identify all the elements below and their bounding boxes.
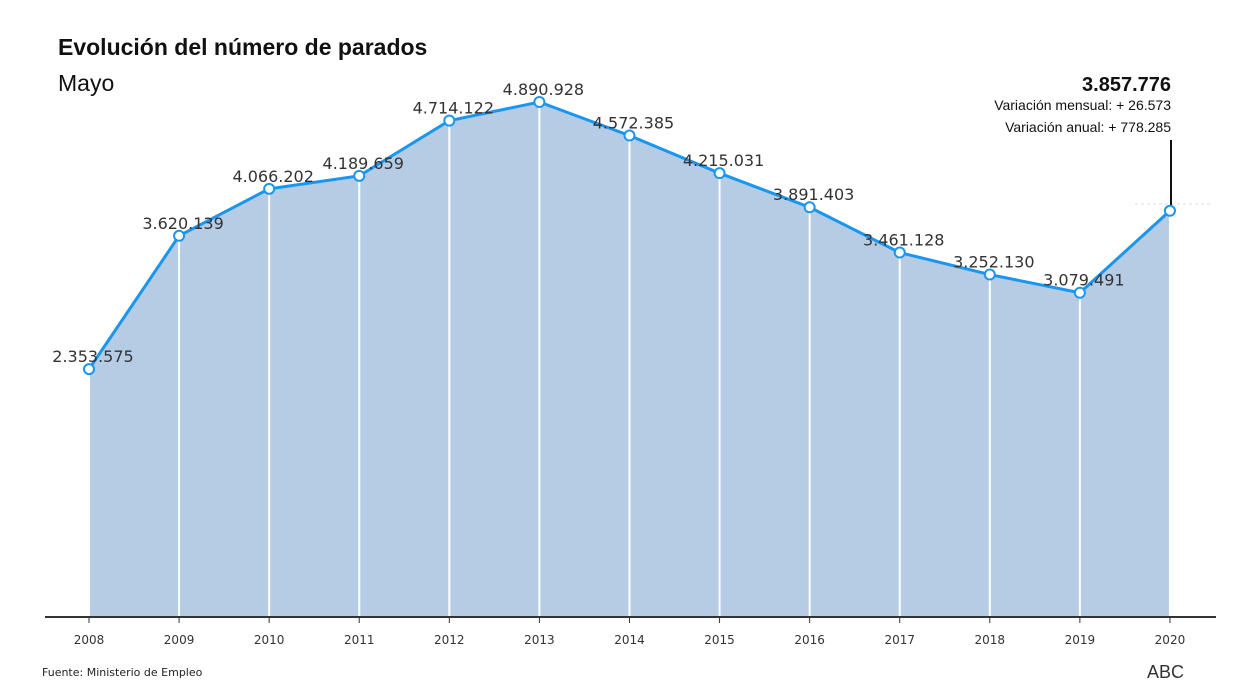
x-tick-label: 2009 <box>164 633 195 647</box>
x-tick-label: 2013 <box>524 633 555 647</box>
x-tick-label: 2019 <box>1065 633 1096 647</box>
x-tick-label: 2017 <box>884 633 915 647</box>
data-label: 4.189.659 <box>323 154 404 173</box>
data-label: 2.353.575 <box>52 347 133 366</box>
data-point <box>353 169 366 182</box>
data-label: 4.890.928 <box>503 80 584 99</box>
data-label: 3.252.130 <box>953 253 1034 272</box>
data-label: 4.215.031 <box>683 151 764 170</box>
x-tick-label: 2010 <box>254 633 285 647</box>
x-tick-label: 2015 <box>704 633 735 647</box>
x-tick-label: 2014 <box>614 633 645 647</box>
data-label: 3.079.491 <box>1043 271 1124 290</box>
data-point <box>1073 286 1086 299</box>
chart-subtitle: Mayo <box>58 70 115 96</box>
data-point <box>983 268 996 281</box>
x-tick-label: 2011 <box>344 633 375 647</box>
annual-variation: Variación anual: + 778.285 <box>1005 119 1171 135</box>
data-label: 4.066.202 <box>232 167 313 186</box>
data-point <box>173 229 186 242</box>
data-point <box>263 182 276 195</box>
chart-title: Evolución del número de parados <box>58 34 428 60</box>
monthly-variation: Variación mensual: + 26.573 <box>994 97 1171 113</box>
x-tick-label: 2020 <box>1155 633 1186 647</box>
data-label: 4.714.122 <box>413 99 494 118</box>
data-point <box>533 96 546 108</box>
x-tick-label: 2008 <box>74 633 105 647</box>
source-note: Fuente: Ministerio de Empleo <box>42 666 203 679</box>
data-label: 3.891.403 <box>773 185 854 204</box>
data-label: 4.572.385 <box>593 114 674 133</box>
data-point <box>803 201 816 214</box>
data-label: 3.620.139 <box>142 214 223 233</box>
data-point <box>1163 204 1176 217</box>
latest-value: 3.857.776 <box>1082 74 1171 96</box>
brand-logo: ABC <box>1147 662 1185 682</box>
data-point <box>83 363 95 376</box>
data-point <box>893 246 906 259</box>
x-tick-label: 2018 <box>975 633 1006 647</box>
x-tick-label: 2016 <box>794 633 825 647</box>
data-label: 3.461.128 <box>863 231 944 250</box>
data-point <box>623 129 636 142</box>
x-tick-label: 2012 <box>434 633 465 647</box>
data-point <box>443 114 456 127</box>
data-point <box>713 167 726 180</box>
